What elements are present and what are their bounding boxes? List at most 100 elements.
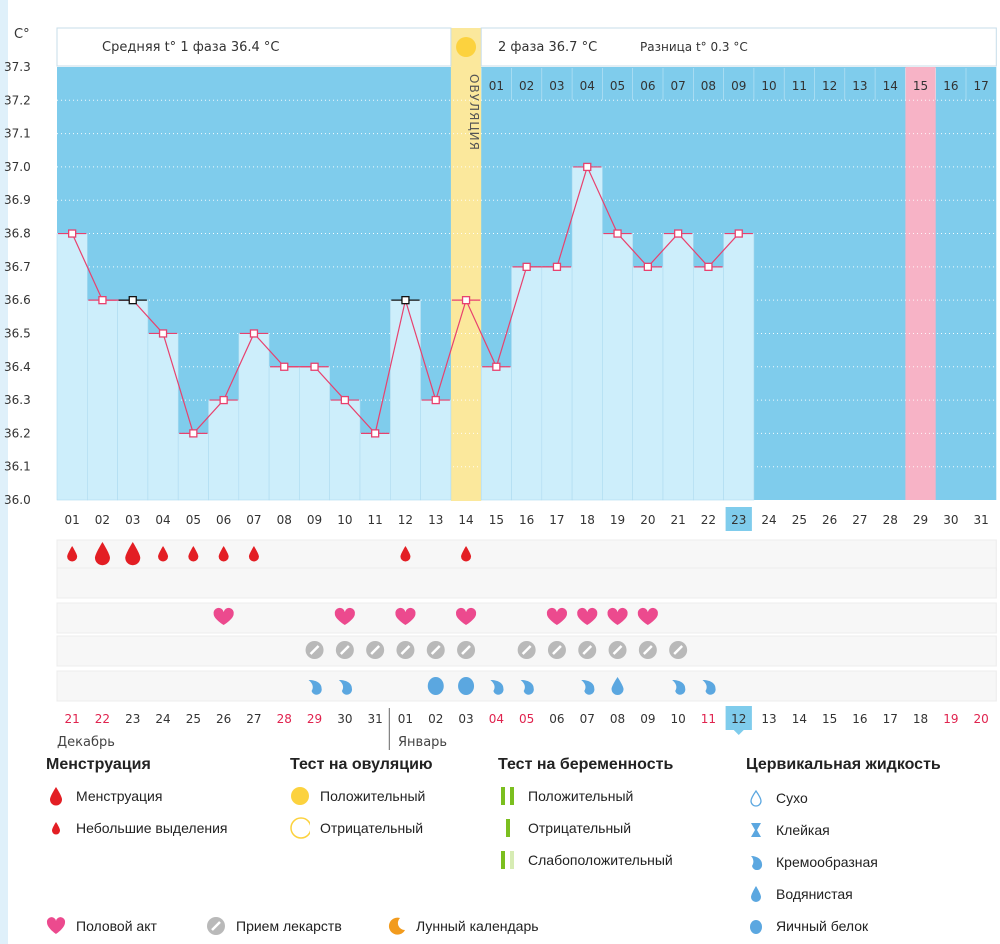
temperature-bar bbox=[177, 433, 209, 501]
bbt-chart: Средняя t° 1 фаза 36.4 °С 2 фаза 36.7 °С Р… bbox=[4, 27, 997, 750]
temperature-point bbox=[401, 296, 410, 305]
water-drop-icon bbox=[746, 884, 766, 904]
cycle-day-label: 16 bbox=[519, 513, 534, 527]
dpo-label: 04 bbox=[580, 79, 595, 93]
menstruation-drop bbox=[248, 546, 259, 562]
legend-pregtest-positive: Положительный bbox=[498, 786, 633, 806]
cycle-day-label: 13 bbox=[428, 513, 443, 527]
cervical-eggwhite bbox=[427, 677, 444, 695]
temperature-bar bbox=[571, 166, 603, 501]
intercourse-heart bbox=[607, 607, 628, 625]
cycle-day-label: 21 bbox=[671, 513, 686, 527]
calendar-date-label: 02 bbox=[428, 712, 443, 726]
medication-pill-line bbox=[612, 645, 623, 655]
dpo-label: 15 bbox=[913, 79, 928, 93]
dpo-label: 13 bbox=[852, 79, 867, 93]
calendar-date-label: 17 bbox=[883, 712, 898, 726]
symptom-row bbox=[56, 602, 997, 634]
legend-cervical-eggwhite-label: Яичный белок bbox=[776, 918, 869, 934]
left-border bbox=[0, 0, 8, 944]
y-tick-label: 37.0 bbox=[4, 160, 31, 174]
temperature-point bbox=[643, 262, 652, 271]
legend-cervical-creamy-label: Кремообразная bbox=[776, 854, 878, 870]
dpo-label: 09 bbox=[731, 79, 746, 93]
intercourse-heart bbox=[455, 607, 477, 625]
temperature-point bbox=[492, 362, 501, 371]
cycle-day-label: 30 bbox=[943, 513, 958, 527]
y-tick-label: 36.3 bbox=[4, 393, 31, 407]
calendar-date-label: 23 bbox=[125, 712, 140, 726]
dpo-label: 17 bbox=[974, 79, 989, 93]
intercourse-heart bbox=[546, 607, 568, 625]
legend-spotting-label: Небольшие выделения bbox=[76, 820, 228, 836]
medication-pill-line bbox=[400, 645, 411, 655]
two-lines-icon bbox=[498, 786, 518, 806]
sun-filled-icon bbox=[290, 786, 310, 806]
intercourse-heart bbox=[637, 607, 658, 625]
cycle-day-label: 18 bbox=[580, 513, 595, 527]
menstruation-drop bbox=[158, 546, 169, 562]
menstruation-drop bbox=[125, 542, 141, 566]
phase1-summary: Средняя t° 1 фаза 36.4 °С bbox=[102, 40, 279, 55]
cycle-day-label: 02 bbox=[95, 513, 110, 527]
legend-pregtest-negative: Отрицательный bbox=[498, 818, 631, 838]
symptom-row bbox=[56, 567, 997, 599]
legend-spotting: Небольшие выделения bbox=[46, 818, 228, 838]
month-label-2: Январь bbox=[398, 735, 447, 750]
legend-intercourse-label: Половой акт bbox=[76, 918, 157, 934]
phase2-summary: 2 фаза 36.7 °С bbox=[498, 40, 597, 55]
cycle-day-label: 07 bbox=[246, 513, 261, 527]
cycle-day-label: 03 bbox=[125, 513, 140, 527]
cycle-day-label: 15 bbox=[489, 513, 504, 527]
y-tick-label: 36.8 bbox=[4, 227, 31, 241]
temperature-point bbox=[613, 229, 622, 238]
menstruation-drop bbox=[94, 542, 110, 566]
legend-ovulation-test-title: Тест на овуляцию bbox=[290, 756, 433, 773]
calendar-date-label: 24 bbox=[155, 712, 170, 726]
temperature-bar bbox=[117, 299, 149, 501]
calendar-date-label: 25 bbox=[186, 712, 201, 726]
temperature-bar bbox=[480, 366, 512, 501]
temperature-point bbox=[522, 262, 531, 271]
legend-menstruation: Менструация bbox=[46, 786, 162, 806]
cervical-eggwhite bbox=[458, 677, 475, 695]
temperature-bar bbox=[268, 366, 300, 501]
legend-menstruation-label: Менструация bbox=[76, 788, 163, 804]
dpo-label: 07 bbox=[671, 79, 686, 93]
drop-outline-icon bbox=[746, 788, 766, 808]
calendar-date-label: 09 bbox=[640, 712, 655, 726]
calendar-date-label: 03 bbox=[458, 712, 473, 726]
intercourse-heart bbox=[577, 607, 598, 625]
calendar-date-label: 04 bbox=[489, 712, 504, 726]
one-line-icon bbox=[498, 818, 518, 838]
temperature-point bbox=[310, 362, 319, 371]
temperature-point bbox=[280, 362, 289, 371]
dpo-label: 02 bbox=[519, 79, 534, 93]
temperature-bar bbox=[238, 333, 270, 501]
cycle-day-label: 06 bbox=[216, 513, 231, 527]
dpo-label: 08 bbox=[701, 79, 716, 93]
y-tick-label: 36.6 bbox=[4, 293, 31, 307]
calendar-date-label: 30 bbox=[337, 712, 352, 726]
y-tick-label: 36.1 bbox=[4, 460, 31, 474]
temperature-point bbox=[704, 262, 713, 271]
y-tick-label: 36.0 bbox=[4, 493, 31, 507]
legend-cervical-watery: Водянистая bbox=[746, 884, 853, 904]
legend-cervical-dry: Сухо bbox=[746, 788, 808, 808]
cervical-creamy bbox=[308, 680, 322, 695]
temperature-bar bbox=[147, 333, 179, 501]
calendar-date-label: 07 bbox=[580, 712, 595, 726]
legend-ovtest-positive-label: Положительный bbox=[320, 788, 426, 804]
calendar-date-label: 16 bbox=[852, 712, 867, 726]
temperature-point bbox=[158, 329, 168, 338]
dpo-label: 06 bbox=[640, 79, 655, 93]
cycle-day-label: 25 bbox=[792, 513, 807, 527]
y-tick-label: 36.2 bbox=[4, 426, 31, 440]
temperature-point bbox=[674, 229, 683, 238]
medication-pill-line bbox=[430, 645, 441, 655]
dpo-label: 03 bbox=[549, 79, 564, 93]
cervical-watery bbox=[611, 677, 624, 695]
cycle-day-label: 12 bbox=[398, 513, 413, 527]
temperature-point bbox=[552, 262, 562, 271]
legend-cervical-creamy: Кремообразная bbox=[746, 852, 878, 872]
